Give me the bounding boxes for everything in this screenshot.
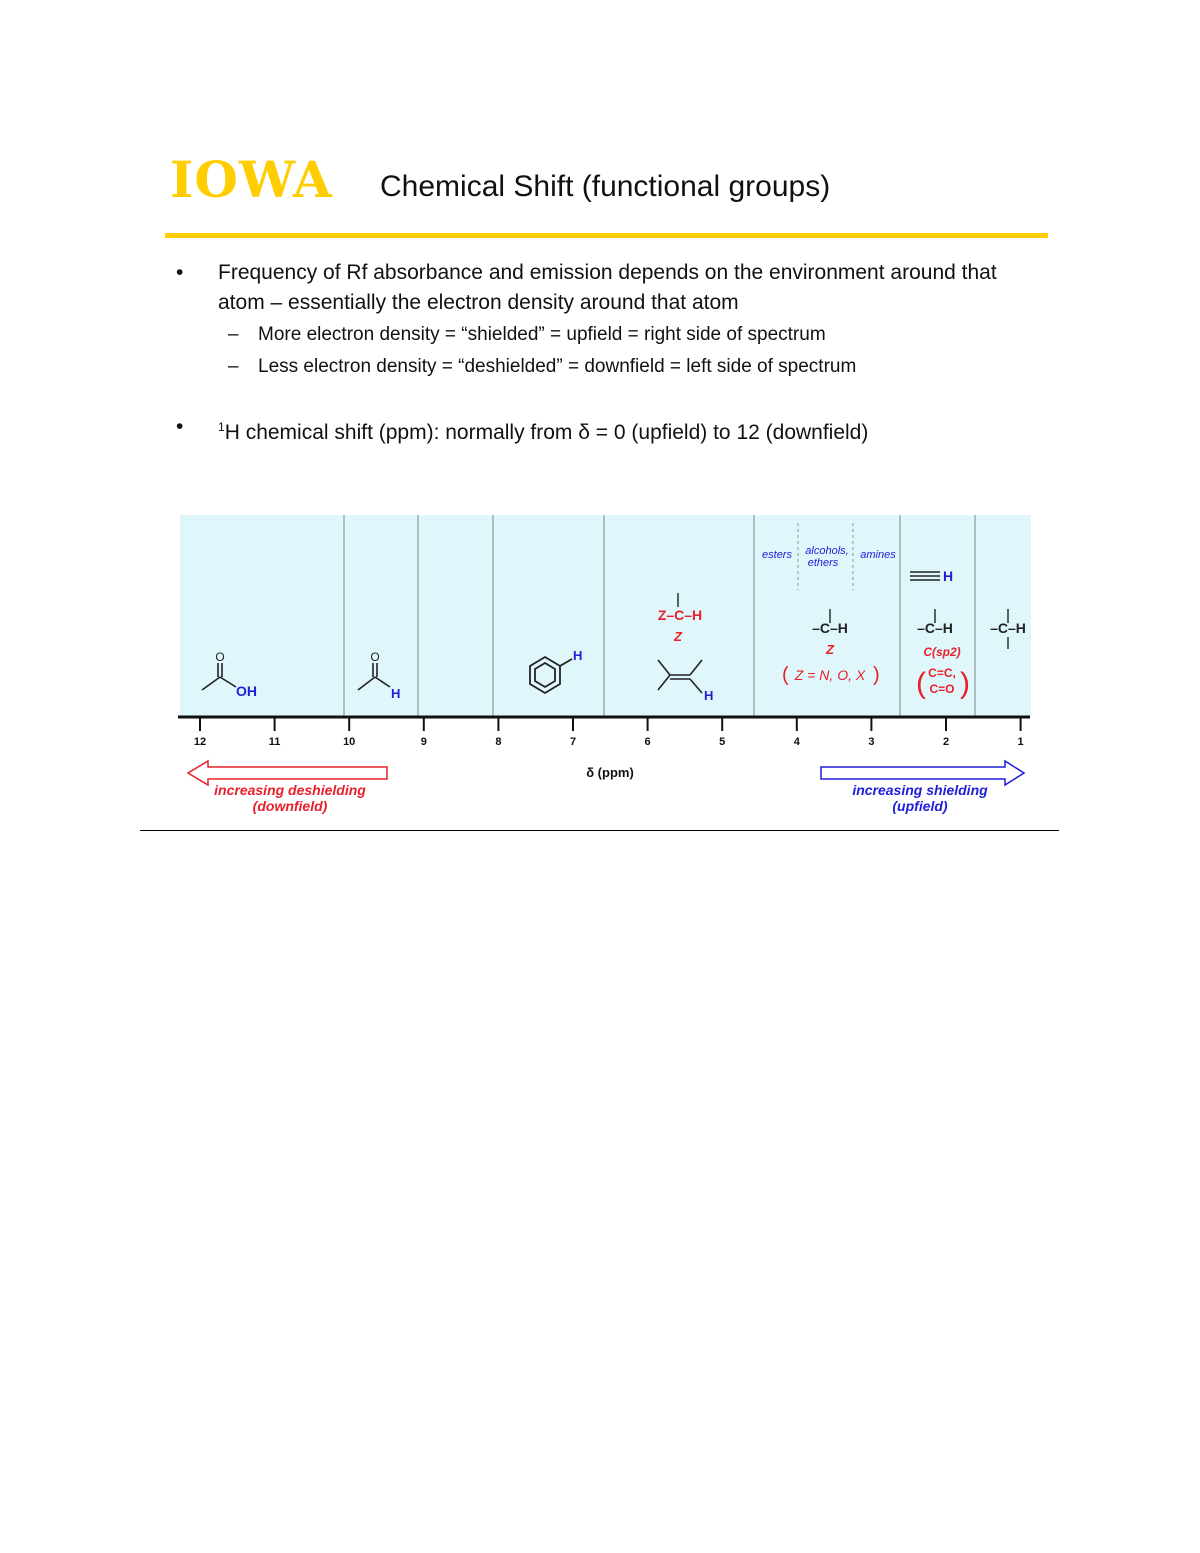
upfield-label: (upfield) xyxy=(892,798,948,814)
carboxylic-acid-structure xyxy=(201,663,237,691)
bottom-rule xyxy=(140,830,1059,831)
heteroatom-c-h-label: –C–H xyxy=(812,620,848,636)
spectrum-panel xyxy=(180,515,1031,717)
sub-bullet-text: More electron density = “shielded” = upf… xyxy=(258,324,826,345)
aryl-h-label: H xyxy=(573,648,582,663)
z-definition: Z = N, O, X xyxy=(794,667,866,683)
superscript-one: 1 xyxy=(218,420,225,434)
axis-tick-label: 4 xyxy=(794,736,801,748)
axis-tick-label: 6 xyxy=(645,736,651,748)
axis-label: δ (ppm) xyxy=(586,765,634,780)
group-dashed-dividers xyxy=(797,523,854,590)
alcohols-label: alcohols, xyxy=(805,545,848,557)
amines-label: amines xyxy=(860,549,896,561)
esters-label: esters xyxy=(762,549,792,561)
alkyne-h-label: H xyxy=(943,568,953,584)
z-def-open-paren: ( xyxy=(782,664,789,686)
bullet-text: Frequency of Rf absorbance and emission … xyxy=(218,261,997,314)
axis-tick-label: 12 xyxy=(194,736,206,748)
deshielding-arrow xyxy=(186,759,388,787)
iowa-logo: IOWA xyxy=(170,150,333,209)
shielding-arrow xyxy=(820,759,1026,787)
ethers-label: ethers xyxy=(808,557,839,569)
csp2-label: C(sp2) xyxy=(923,645,960,659)
page-title: Chemical Shift (functional groups) xyxy=(380,170,831,203)
aldehyde-carbonyl-o: O xyxy=(370,650,379,664)
bullet-text-container: 1H chemical shift (ppm): normally from δ… xyxy=(218,412,998,448)
aldehyde-structure xyxy=(357,663,391,691)
z-def-close-paren: ) xyxy=(873,664,880,686)
cc-open-paren: ( xyxy=(916,667,926,700)
axis-tick-label: 1 xyxy=(1018,736,1024,748)
co-label: C=O xyxy=(929,682,954,696)
axis-tick-label: 2 xyxy=(943,736,949,748)
axis-tick-label: 10 xyxy=(343,736,355,748)
vinyl-h-label: H xyxy=(704,688,713,703)
downfield-label: (downfield) xyxy=(253,798,328,814)
axis-tick-label: 3 xyxy=(868,736,874,748)
bullet-text: H chemical shift (ppm): normally from δ … xyxy=(224,421,869,444)
sub-bullet-marker: – xyxy=(228,324,239,345)
heteroatom-z-label: Z xyxy=(825,642,835,657)
carbonyl-o: O xyxy=(215,650,224,664)
alkyne-structure xyxy=(910,571,940,581)
axis-tick-label: 5 xyxy=(719,736,725,748)
bullet-marker: • xyxy=(176,261,184,284)
axis-tick-label: 9 xyxy=(421,736,427,748)
axis-tick-label: 11 xyxy=(269,736,281,748)
allylic-c-h-label: –C–H xyxy=(917,620,953,636)
axis-tick-label: 8 xyxy=(495,736,501,748)
sub-bullet-marker: – xyxy=(228,356,239,377)
axis-tick-label: 7 xyxy=(570,736,576,748)
alkyl-c-h-label: –C–H xyxy=(990,620,1026,636)
z-c-h-label: Z–C–H xyxy=(658,607,702,623)
cc-close-paren: ) xyxy=(960,667,970,700)
z-substituent: Z xyxy=(673,629,683,644)
chemical-shift-figure: 12 11 10 9 8 7 6 5 4 3 2 1 δ (ppm) increasing deshi… xyxy=(178,515,1031,814)
axis-ticks: 12 11 10 9 8 7 6 5 4 3 2 1 xyxy=(194,717,1024,748)
bullet-marker: • xyxy=(176,415,184,438)
shielding-label: increasing shielding xyxy=(852,782,988,798)
title-divider xyxy=(165,233,1048,238)
aldehyde-h-label: H xyxy=(391,686,400,701)
region-dividers xyxy=(343,515,976,717)
sub-bullet-text: Less electron density = “deshielded” = d… xyxy=(258,356,857,377)
acid-oh-label: OH xyxy=(236,683,257,699)
cc-label: C=C, xyxy=(928,666,956,680)
alkene-structure xyxy=(657,659,703,694)
benzene-structure xyxy=(529,655,573,695)
deshielding-label: increasing deshielding xyxy=(214,782,366,798)
